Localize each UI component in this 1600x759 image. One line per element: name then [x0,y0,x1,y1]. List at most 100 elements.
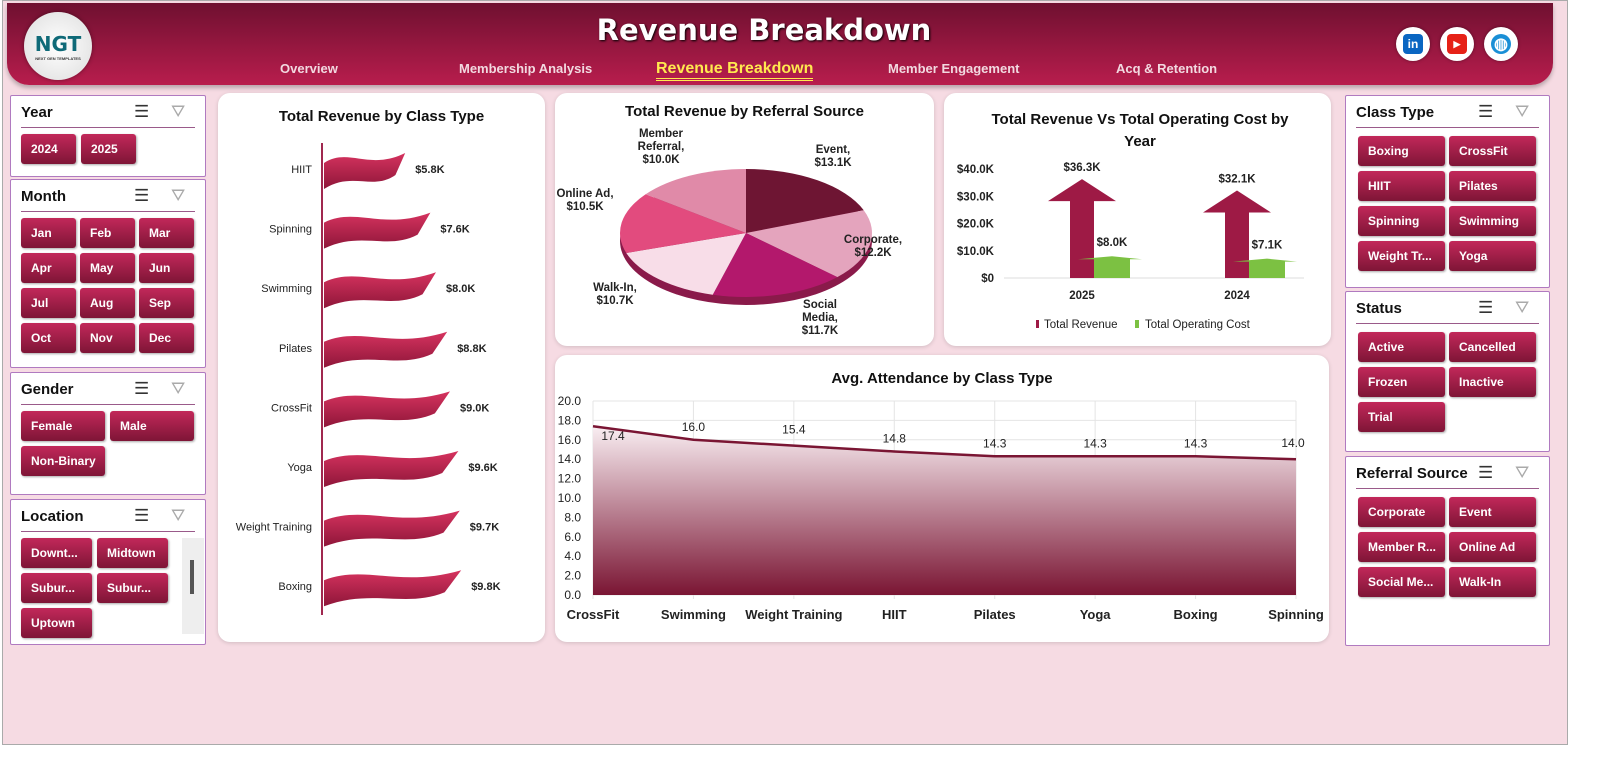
data-label: Referral, [638,141,685,153]
multi-select-icon[interactable]: ☰ [134,186,150,205]
slicer-option[interactable]: CrossFit [1449,136,1536,166]
scrollbar[interactable] [182,538,204,634]
linkedin-icon: in [1403,34,1423,54]
legend-label: Total Operating Cost [1145,319,1251,331]
slicer-option[interactable]: Dec [139,323,194,353]
clear-filter-icon[interactable]: ⛛ [171,186,186,205]
slice-corporate [746,210,872,278]
x-tick-label: HIIT [882,607,907,622]
clear-filter-icon[interactable]: ⛛ [1515,298,1530,317]
slicer-option[interactable]: Uptown [21,608,92,638]
multi-select-icon[interactable]: ☰ [134,379,150,398]
bar-spinning [324,212,431,249]
slicer-option[interactable]: Trial [1358,402,1445,432]
clear-filter-icon[interactable]: ⛛ [171,379,186,398]
slicer-option[interactable]: 2025 [81,134,136,164]
x-tick-label: 2024 [1224,290,1250,302]
y-tick-label: 20.0 [558,394,582,408]
slicer-option[interactable]: Weight Tr... [1358,241,1445,271]
clear-filter-icon[interactable]: ⛛ [171,102,186,121]
globe-icon: ◍ [1491,34,1511,54]
slicer-option[interactable]: Feb [80,218,135,248]
slicer-option[interactable]: Inactive [1449,367,1536,397]
bar-boxing [324,570,462,607]
nav-overview[interactable]: Overview [280,61,338,76]
data-label: $8.0K [1097,237,1128,249]
slicer-option[interactable]: Jan [21,218,76,248]
slicer-option[interactable]: HIIT [1358,171,1445,201]
slicer-option[interactable]: Member R... [1358,532,1445,562]
slicer-option[interactable]: Nov [80,323,135,353]
slicer-option[interactable]: Male [110,411,194,441]
data-label: $10.0K [642,154,680,166]
x-tick-label: Pilates [974,607,1016,622]
slicer-option[interactable]: Social Me... [1358,567,1445,597]
slice-online-ad [620,194,746,254]
nav-revenue-breakdown[interactable]: Revenue Breakdown [656,60,814,81]
slicer-option[interactable]: Downt... [21,538,92,568]
linkedin-button[interactable]: in [1396,27,1430,61]
x-tick-label: Yoga [1080,607,1112,622]
data-label: $7.6K [440,224,469,236]
slicer-option[interactable]: Active [1358,332,1445,362]
slicer-option[interactable]: Oct [21,323,76,353]
slicer-option[interactable]: Sep [139,288,194,318]
slicer-option[interactable]: Non-Binary [21,446,105,476]
chart-title: Total Revenue by Class Type [278,108,485,125]
slicer-option[interactable]: Cancelled [1449,332,1536,362]
slicer-option[interactable]: Jul [21,288,76,318]
y-tick-label: 4.0 [564,549,581,563]
divider [21,211,195,212]
gender-slicer: Gender ☰ ⛛ Female Male Non-Binary [10,372,206,495]
scrollbar-thumb[interactable] [190,560,194,594]
clear-filter-icon[interactable]: ⛛ [1515,463,1530,482]
slicer-option[interactable]: Walk-In [1449,567,1536,597]
slicer-option[interactable]: Subur... [21,573,92,603]
slicer-option[interactable]: Apr [21,253,76,283]
multi-select-icon[interactable]: ☰ [1478,102,1494,121]
nav-acq-retention[interactable]: Acq & Retention [1116,61,1218,76]
slicer-option[interactable]: Frozen [1358,367,1445,397]
nav-membership-analysis[interactable]: Membership Analysis [459,61,593,76]
slicer-option[interactable]: Boxing [1358,136,1445,166]
slicer-option[interactable]: May [80,253,135,283]
multi-select-icon[interactable]: ☰ [134,102,150,121]
data-label: Event, [816,144,851,156]
status-slicer: Status ☰ ⛛ Active Cancelled Frozen Inactive… [1345,291,1550,452]
slicer-option[interactable]: Jun [139,253,194,283]
data-label: Media, [802,312,838,324]
slicer-option[interactable]: Midtown [97,538,168,568]
youtube-button[interactable]: ▶ [1440,27,1474,61]
cost-bar-2025 [1078,256,1142,278]
legend-marker-cost [1135,320,1139,328]
data-label: $32.1K [1218,174,1256,186]
slicer-option[interactable]: 2024 [21,134,76,164]
dashboard: NGT NEXT GEN TEMPLATES Revenue Breakdown … [2,0,1568,745]
slicer-option[interactable]: Event [1449,497,1536,527]
slicer-option[interactable]: Swimming [1449,206,1536,236]
slicer-option[interactable]: Corporate [1358,497,1445,527]
category-label: Spinning [269,224,312,236]
data-label: 14.8 [883,431,907,445]
website-button[interactable]: ◍ [1484,27,1518,61]
x-tick-label: Swimming [661,607,726,622]
clear-filter-icon[interactable]: ⛛ [171,506,186,525]
multi-select-icon[interactable]: ☰ [134,506,150,525]
slicer-option[interactable]: Spinning [1358,206,1445,236]
slicer-option[interactable]: Pilates [1449,171,1536,201]
slicer-option[interactable]: Mar [139,218,194,248]
slicer-title: Year [21,104,53,121]
legend-label: Total Revenue [1044,319,1118,331]
x-tick-label: CrossFit [567,607,620,622]
slicer-option[interactable]: Subur... [97,573,168,603]
slicer-option[interactable]: Aug [80,288,135,318]
multi-select-icon[interactable]: ☰ [1478,463,1494,482]
clear-filter-icon[interactable]: ⛛ [1515,102,1530,121]
nav-member-engagement[interactable]: Member Engagement [888,61,1020,76]
slice-member-referral [645,169,746,233]
multi-select-icon[interactable]: ☰ [1478,298,1494,317]
slicer-option[interactable]: Female [21,411,105,441]
y-tick-label: 2.0 [564,569,581,583]
slicer-option[interactable]: Yoga [1449,241,1536,271]
slicer-option[interactable]: Online Ad [1449,532,1536,562]
